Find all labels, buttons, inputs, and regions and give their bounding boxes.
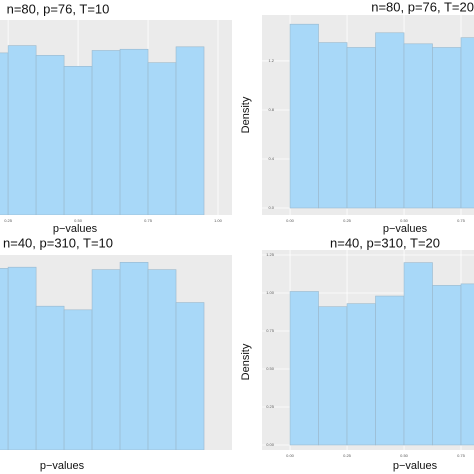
chart-title: n=80, p=76, T=10	[7, 1, 110, 16]
y-axis-label: Density	[240, 96, 252, 133]
bar	[91, 50, 121, 215]
bar	[403, 262, 433, 446]
y-tick-label: 1.00	[266, 290, 275, 295]
bar	[119, 48, 149, 215]
panel	[0, 255, 232, 450]
bar	[432, 47, 462, 209]
x-tick-label: 0.00	[286, 453, 295, 458]
bar	[0, 268, 9, 450]
bar	[175, 302, 205, 450]
bar	[375, 295, 405, 446]
bar	[318, 42, 348, 209]
chart-title: n=40, p=310, T=20	[330, 235, 440, 250]
x-tick-label: 0.25	[4, 218, 13, 223]
x-axis-label: p−values	[383, 223, 428, 235]
chart-title: n=80, p=76, T=20	[371, 0, 474, 14]
bar	[35, 55, 65, 215]
bar	[7, 266, 37, 450]
panel	[0, 20, 232, 215]
x-tick-label: 0.50	[400, 453, 409, 458]
bar	[346, 303, 376, 446]
bar	[375, 32, 405, 209]
x-axis-label: p−values	[53, 223, 98, 235]
bar	[119, 262, 149, 450]
x-tick-label: 0.75	[457, 453, 466, 458]
y-tick-label: 0.25	[266, 404, 275, 409]
y-tick-label: 1.2	[268, 58, 274, 63]
panel	[262, 15, 474, 215]
x-tick-label: 0.50	[74, 218, 83, 223]
bar	[175, 46, 205, 215]
bar	[432, 285, 462, 446]
bar	[0, 52, 9, 215]
bar	[147, 62, 177, 215]
x-tick-label: 0.50	[400, 218, 409, 223]
x-tick-label: 0.25	[343, 218, 352, 223]
bar	[403, 43, 433, 209]
y-axis-label: Density	[240, 343, 252, 380]
y-tick-label: 1.25	[266, 252, 275, 257]
bar	[289, 23, 319, 209]
y-tick-label: 0.4	[268, 156, 274, 161]
bar	[91, 269, 121, 450]
bar	[147, 269, 177, 450]
bar	[35, 305, 65, 450]
bar	[460, 283, 474, 446]
chart-title: n=40, p=310, T=10	[3, 235, 113, 250]
y-tick-label: 0.00	[266, 442, 275, 447]
y-tick-label: 0.8	[268, 107, 274, 112]
x-tick-label: 0.75	[457, 218, 466, 223]
x-tick-label: 0.25	[343, 453, 352, 458]
panel	[262, 250, 474, 450]
x-tick-label: 0.00	[286, 218, 295, 223]
x-tick-label: 0.75	[144, 218, 153, 223]
x-tick-label: 1.00	[214, 218, 223, 223]
bar	[63, 309, 93, 450]
y-tick-label: 0.50	[266, 366, 275, 371]
bar	[63, 66, 93, 215]
x-axis-label: p−values	[40, 460, 85, 472]
bar	[7, 45, 37, 215]
bar	[318, 306, 348, 446]
bar	[346, 47, 376, 209]
bar	[289, 291, 319, 446]
y-tick-label: 0.75	[266, 328, 275, 333]
bar	[460, 37, 474, 209]
y-tick-label: 0.0	[268, 205, 274, 210]
x-axis-label: p−values	[393, 460, 438, 472]
